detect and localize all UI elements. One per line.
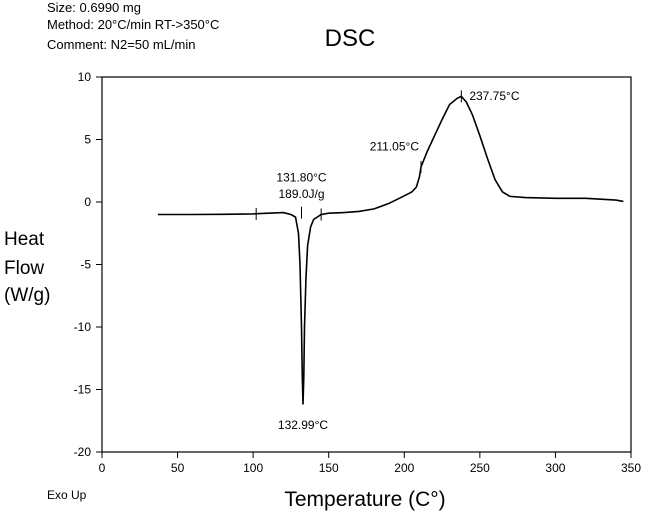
axes-layer: 0 50 100 150 200 250 300 350 -20 -15 -10 -5 0 5 10	[74, 70, 642, 475]
y-tick-label: -10	[74, 320, 92, 334]
plot-frame	[101, 76, 632, 453]
peak-annotation: 211.05°C	[370, 140, 420, 154]
exo-up-label: Exo Up	[47, 488, 87, 502]
x-tick-label: 0	[99, 461, 106, 475]
y-tick-label: -20	[74, 445, 92, 459]
x-tick-label: 150	[319, 461, 339, 475]
annotation-layer: 131.80°C 189.0J/g 132.99°C 211.05°C 237.75°C	[276, 89, 519, 432]
peak-annotation: 237.75°C	[469, 89, 520, 103]
comment-text: Comment: N2=50 mL/min	[47, 37, 196, 52]
method-text: Method: 20°C/min RT->350°C	[47, 17, 220, 32]
chart-title: DSC	[325, 25, 376, 52]
y-tick-label: 5	[84, 133, 91, 147]
x-tick-label: 50	[171, 461, 185, 475]
x-tick-label: 300	[545, 461, 565, 475]
y-tick-label: -5	[80, 258, 91, 272]
x-tick-label: 100	[243, 461, 263, 475]
y-axis-label-line-1: Heat	[4, 229, 45, 250]
x-tick-label: 200	[394, 461, 414, 475]
marker-layer	[255, 90, 462, 221]
peak-annotation: 189.0J/g	[278, 187, 324, 201]
peak-annotation: 131.80°C	[276, 171, 327, 185]
peak-annotation: 132.99°C	[278, 418, 329, 432]
y-axis-label-line-2: Flow	[4, 258, 45, 279]
x-tick-label: 250	[470, 461, 490, 475]
heat-flow-curve	[157, 95, 624, 405]
x-axis-label: Temperature (C°)	[284, 488, 445, 511]
sample-size-text: Size: 0.6990 mg	[47, 0, 141, 15]
y-axis-label-line-3: (W/g)	[4, 285, 51, 306]
x-tick-label: 350	[621, 461, 641, 475]
y-tick-label: -15	[74, 383, 92, 397]
y-tick-label: 0	[84, 195, 91, 209]
y-tick-label: 10	[78, 70, 92, 84]
